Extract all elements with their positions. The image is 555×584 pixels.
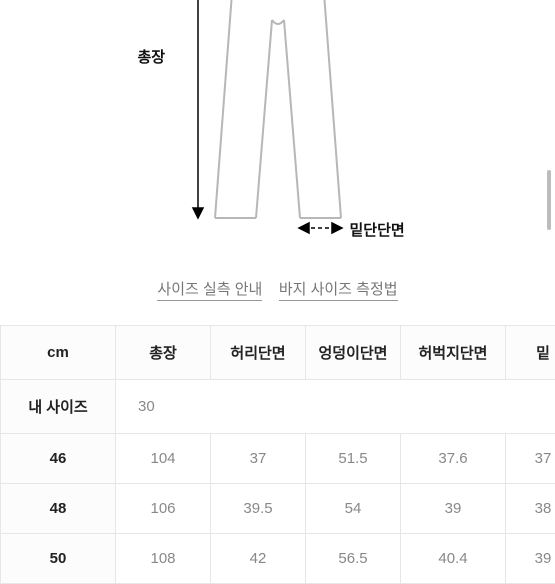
link-size-guide[interactable]: 사이즈 실측 안내	[157, 281, 262, 301]
pants-svg	[148, 0, 408, 245]
size-label: 48	[1, 484, 116, 534]
cell: 54	[306, 484, 401, 534]
cell: 39	[401, 484, 506, 534]
col-hem: 밑	[506, 326, 555, 380]
my-size-value[interactable]: 30	[116, 380, 555, 434]
link-measure-method[interactable]: 바지 사이즈 측정법	[279, 281, 398, 301]
cell: 56.5	[306, 534, 401, 584]
cell: 39.5	[211, 484, 306, 534]
cell: 37.6	[401, 434, 506, 484]
size-label: 46	[1, 434, 116, 484]
col-thigh: 허벅지단면	[401, 326, 506, 380]
label-total-length: 총장	[138, 46, 166, 67]
size-label: 50	[1, 534, 116, 584]
cell: 108	[116, 534, 211, 584]
pants-diagram-section: 총장 밑단단면	[0, 0, 555, 260]
scrollbar-thumb[interactable]	[547, 170, 551, 230]
pants-diagram: 총장 밑단단면	[148, 0, 408, 245]
cell: 42	[211, 534, 306, 584]
my-size-label: 내 사이즈	[1, 380, 116, 434]
cell: 37	[506, 434, 555, 484]
table-header-row: cm 총장 허리단면 엉덩이단면 허벅지단면 밑	[1, 326, 555, 380]
table-row: 48 106 39.5 54 39 38	[1, 484, 555, 534]
my-size-row: 내 사이즈 30	[1, 380, 555, 434]
cell: 39	[506, 534, 555, 584]
col-length: 총장	[116, 326, 211, 380]
cell: 40.4	[401, 534, 506, 584]
col-unit: cm	[1, 326, 116, 380]
size-table: cm 총장 허리단면 엉덩이단면 허벅지단면 밑 내 사이즈 30 46 104…	[0, 325, 555, 584]
cell: 38	[506, 484, 555, 534]
cell: 37	[211, 434, 306, 484]
col-waist: 허리단면	[211, 326, 306, 380]
table-row: 50 108 42 56.5 40.4 39	[1, 534, 555, 584]
cell: 104	[116, 434, 211, 484]
col-hip: 엉덩이단면	[306, 326, 401, 380]
size-links: 사이즈 실측 안내 바지 사이즈 측정법	[0, 260, 555, 325]
cell: 51.5	[306, 434, 401, 484]
cell: 106	[116, 484, 211, 534]
table-row: 46 104 37 51.5 37.6 37	[1, 434, 555, 484]
label-hem: 밑단단면	[350, 219, 405, 240]
